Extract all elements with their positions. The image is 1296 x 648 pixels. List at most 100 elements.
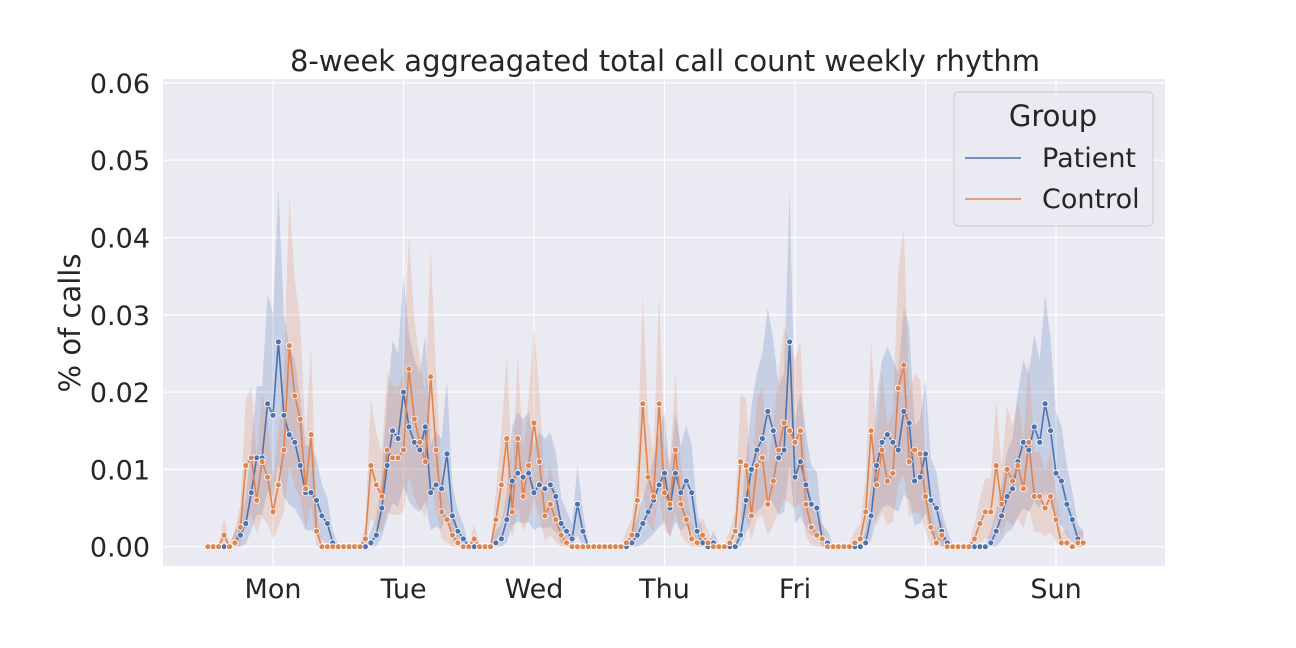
data-point-control [753,462,761,469]
data-point-control [764,500,772,508]
data-point-patient [905,419,913,427]
data-point-patient [786,338,793,346]
data-point-control [519,492,527,500]
data-point-patient [536,481,543,489]
x-tick-label: Mon [245,574,302,605]
data-point-control [867,427,875,435]
data-point-patient [525,469,532,477]
data-point-patient [459,535,467,543]
data-point-control [590,543,598,551]
data-point-patient [682,477,690,485]
data-point-control [666,500,674,508]
data-point-patient [508,477,516,485]
data-point-patient [421,423,429,431]
y-tick-label: 0.02 [90,378,150,409]
data-point-control [976,520,984,527]
data-point-patient [405,423,413,431]
data-point-patient [514,469,522,477]
data-point-patient [742,496,750,504]
data-point-control [797,427,804,435]
data-point-control [307,431,315,439]
data-point-patient [628,539,636,547]
data-point-control [427,373,435,381]
data-point-control [274,481,282,489]
y-axis-label: % of calls [53,254,87,393]
data-point-control [552,516,560,523]
data-point-control [438,508,446,516]
data-point-control [557,531,565,539]
data-point-control [579,543,587,551]
data-point-control [465,543,473,551]
data-point-control [889,469,897,477]
data-point-control [873,481,880,489]
data-point-control [905,458,913,466]
data-point-control [253,496,261,504]
data-point-patient [802,481,810,489]
data-point-control [432,446,440,454]
data-point-patient [318,512,326,520]
data-point-patient [900,407,908,415]
data-point-control [226,543,233,551]
data-point-control [818,535,826,543]
data-point-control [264,473,272,481]
legend: Group Patient Control [953,91,1154,227]
data-point-patient [1041,400,1049,408]
x-tick-label: Thu [638,574,690,605]
data-point-control [911,446,918,454]
data-point-control [1052,516,1060,523]
data-point-control [1025,438,1033,446]
data-point-control [807,523,815,531]
data-point-control [1079,539,1087,547]
data-point-patient [552,492,560,500]
data-point-patient [911,477,918,485]
data-point-patient [1052,469,1060,477]
data-point-control [862,508,870,516]
data-point-control [748,512,755,520]
data-point-patient [693,527,701,535]
data-point-control [894,384,902,392]
data-point-patient [764,407,772,415]
data-point-control [236,523,244,531]
data-point-patient [497,535,505,543]
data-point-patient [546,481,554,489]
data-point-patient [655,481,663,489]
data-point-patient [878,438,886,446]
data-point-patient [400,388,407,396]
data-point-control [688,535,696,543]
data-point-patient [644,508,652,516]
data-point-patient [519,473,527,481]
data-point-patient [1030,423,1038,431]
data-point-patient [372,531,380,539]
data-point-patient [541,485,549,493]
data-point-control [802,500,810,508]
data-point-control [987,508,995,516]
data-point-control [775,446,783,454]
y-tick-label: 0.03 [90,301,150,332]
data-point-patient [285,431,293,439]
data-point-control [280,446,288,454]
x-tick-label: Wed [505,574,564,605]
data-point-patient [639,520,647,527]
data-point-control [1009,477,1016,485]
data-point-control [1058,539,1065,547]
data-point-control [530,419,538,427]
data-point-control [710,543,717,551]
data-point-control [791,438,799,446]
data-point-control [786,427,793,435]
data-point-patient [443,450,451,458]
data-point-control [1047,492,1054,500]
data-point-control [470,535,478,543]
data-point-patient [579,527,587,535]
data-point-control [720,543,728,551]
data-point-control [443,516,451,523]
data-point-control [824,543,831,551]
data-point-control [644,473,652,481]
data-point-patient [503,516,511,523]
data-point-control [633,496,641,504]
data-point-control [285,342,293,350]
data-point-patient [748,465,755,473]
data-point-control [1036,492,1044,500]
data-point-control [313,527,320,535]
legend-entry-control: Control [1042,184,1140,215]
legend-title: Group [1009,99,1097,133]
